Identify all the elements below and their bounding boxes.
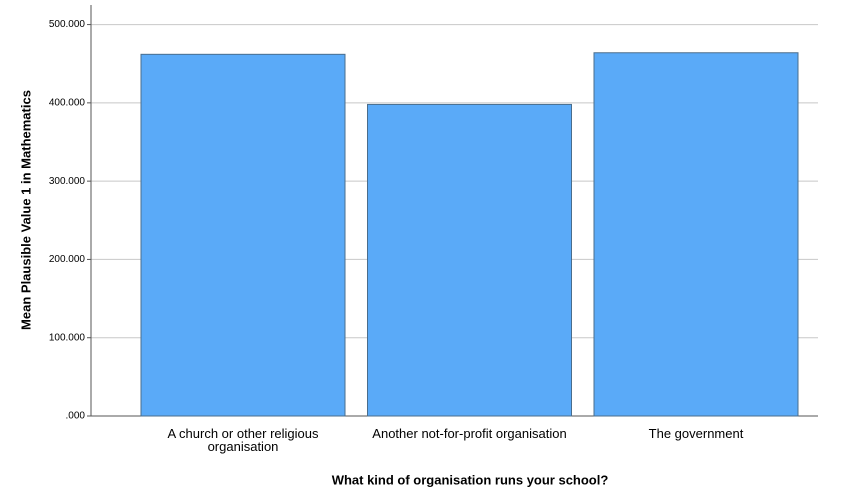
bar <box>140 53 346 417</box>
y-tick-label: 400.000 <box>49 97 86 108</box>
y-tick-label: 500.000 <box>49 19 86 30</box>
y-tick-label: 100.000 <box>49 332 86 343</box>
y-tick-label: 200.000 <box>49 254 86 265</box>
x-tick-label: The government <box>648 426 744 441</box>
y-axis-title: Mean Plausible Value 1 in Mathematics <box>18 90 33 330</box>
bar <box>367 103 572 417</box>
x-tick-label: A church or other religious organisation <box>167 426 319 454</box>
x-axis-title: What kind of organisation runs your scho… <box>332 472 609 487</box>
bar <box>593 52 799 417</box>
x-tick-label: Another not-for-profit organisation <box>372 426 567 441</box>
y-tick-label: 300.000 <box>49 176 86 187</box>
y-tick-label: .000 <box>66 411 86 422</box>
